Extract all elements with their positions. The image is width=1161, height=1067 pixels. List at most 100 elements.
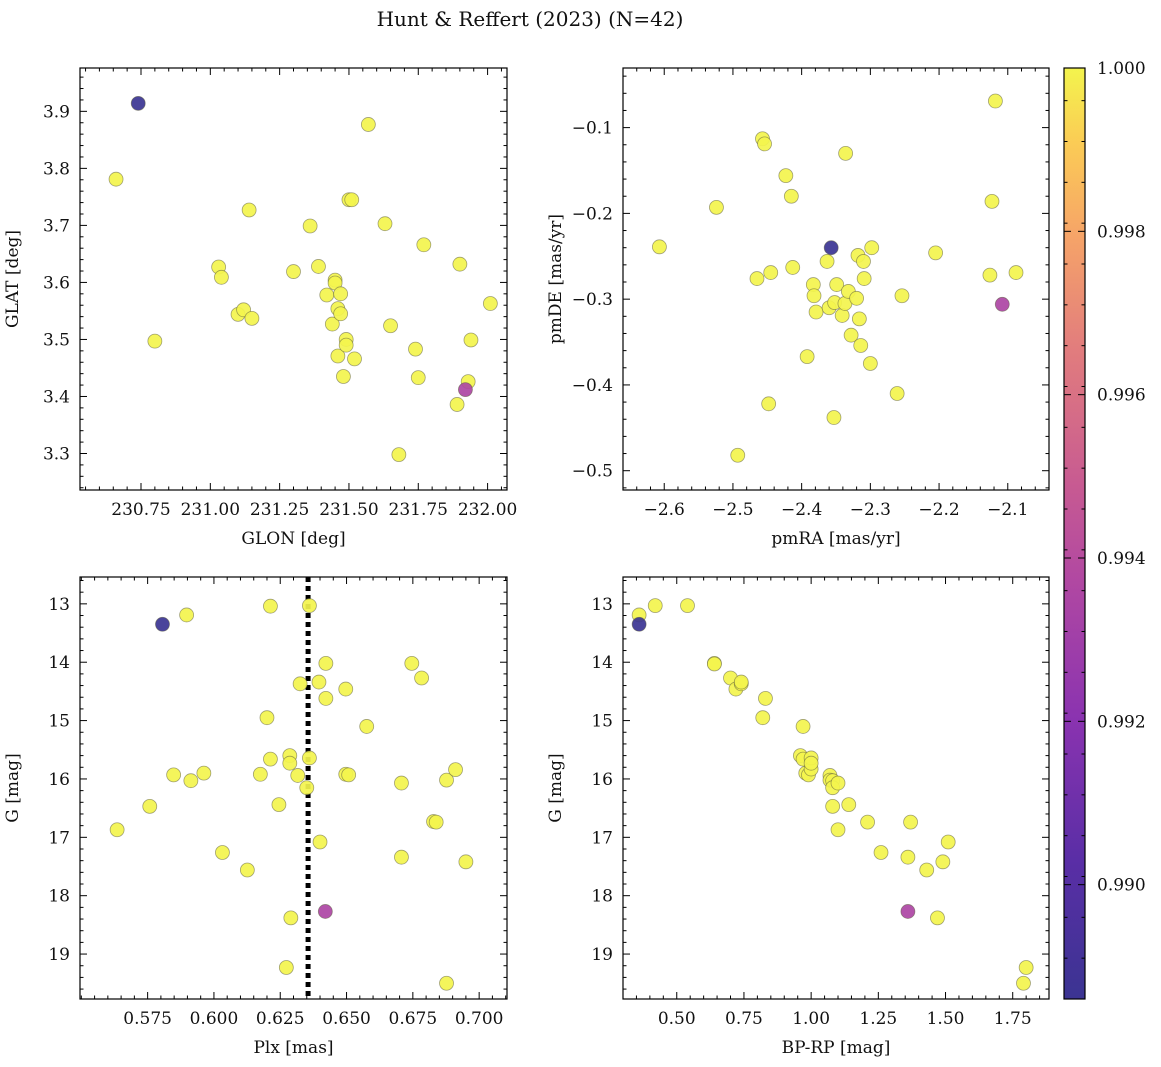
data-point bbox=[873, 845, 889, 860]
data-point bbox=[785, 260, 801, 275]
x-tick-label: 231.00 bbox=[181, 500, 240, 520]
y-tick-label: 17 bbox=[591, 828, 613, 848]
y-tick-label: 16 bbox=[48, 770, 70, 790]
axes-frame bbox=[622, 576, 1050, 1000]
y-axis-label: pmDE [mas/yr] bbox=[546, 214, 566, 344]
data-point bbox=[319, 287, 335, 303]
y-tick-label: 3.9 bbox=[43, 102, 70, 122]
tick-marks bbox=[80, 577, 507, 999]
data-point bbox=[324, 316, 340, 332]
x-tick-label: −2.1 bbox=[987, 500, 1028, 520]
data-point bbox=[333, 306, 349, 322]
x-tick-label: −2.5 bbox=[712, 500, 753, 520]
y-tick-label: 3.3 bbox=[43, 445, 70, 465]
data-point bbox=[318, 691, 334, 706]
x-tick-label: 0.50 bbox=[658, 1009, 696, 1029]
data-point bbox=[984, 193, 1000, 209]
data-point bbox=[823, 240, 839, 256]
y-tick-label: 13 bbox=[591, 595, 613, 615]
x-tick-label: −2.4 bbox=[781, 500, 822, 520]
data-point bbox=[347, 351, 362, 367]
data-point bbox=[930, 910, 945, 926]
data-point bbox=[241, 202, 257, 218]
data-point bbox=[452, 256, 468, 272]
data-point bbox=[302, 750, 317, 766]
data-point bbox=[311, 674, 327, 690]
data-point bbox=[631, 616, 647, 632]
data-point bbox=[860, 814, 875, 830]
y-tick-label: 3.7 bbox=[43, 216, 70, 236]
data-point bbox=[757, 136, 772, 152]
data-point bbox=[239, 862, 255, 878]
data-point bbox=[1018, 960, 1034, 975]
data-point bbox=[283, 910, 299, 926]
data-point bbox=[826, 410, 842, 425]
data-point bbox=[825, 798, 841, 814]
x-tick-label: 1.50 bbox=[927, 1009, 965, 1029]
colorbar-tick-label: 0.990 bbox=[1097, 876, 1146, 896]
colorbar-tick-label: 0.998 bbox=[1097, 222, 1146, 242]
data-point bbox=[994, 296, 1010, 312]
data-point bbox=[404, 655, 420, 671]
data-point bbox=[1008, 265, 1024, 280]
data-point bbox=[344, 192, 360, 208]
data-point bbox=[439, 975, 454, 991]
data-point bbox=[259, 710, 275, 726]
colorbar-tick-label: 0.996 bbox=[1097, 386, 1146, 406]
data-point bbox=[733, 674, 749, 690]
data-point bbox=[252, 766, 268, 782]
data-point bbox=[849, 290, 865, 306]
data-point bbox=[416, 237, 432, 253]
data-point bbox=[783, 188, 799, 204]
y-tick-label: 14 bbox=[591, 653, 613, 673]
colorbar-tick-label: 1.000 bbox=[1097, 59, 1146, 79]
data-point bbox=[652, 239, 667, 255]
data-point bbox=[758, 691, 773, 706]
data-point bbox=[338, 337, 354, 353]
data-point bbox=[214, 269, 229, 285]
y-axis-label: G [mag] bbox=[546, 753, 566, 822]
y-tick-label: 16 bbox=[591, 770, 613, 790]
x-tick-label: 0.650 bbox=[322, 1009, 371, 1029]
data-point bbox=[311, 259, 326, 274]
data-point bbox=[830, 775, 846, 791]
panel-4: 0.50 0.75 1.00 1.25 1.50 1.75 13 14 15 16 17 18 19 BP… bbox=[546, 576, 1050, 1058]
x-tick-label: 1.00 bbox=[792, 1009, 830, 1029]
data-point bbox=[428, 814, 444, 830]
data-point bbox=[680, 598, 695, 614]
data-point bbox=[928, 245, 944, 261]
data-point bbox=[383, 318, 398, 334]
colorbar: 0.990 0.992 0.994 0.996 0.998 1.000 bbox=[1063, 59, 1146, 1000]
y-axis-label: GLAT [deg] bbox=[3, 230, 23, 328]
data-point bbox=[166, 767, 182, 783]
data-point bbox=[341, 767, 357, 783]
data-point bbox=[819, 254, 835, 269]
data-point bbox=[318, 655, 334, 671]
data-point bbox=[856, 271, 872, 286]
panel-2: −2.6 −2.5 −2.4 −2.3 −2.2 −2.1 −0.5 −0.4 −0.3 −0.2… bbox=[546, 67, 1050, 549]
y-tick-label: 17 bbox=[48, 828, 70, 848]
data-point bbox=[408, 341, 423, 357]
data-point bbox=[299, 780, 315, 796]
x-tick-label: −2.3 bbox=[850, 500, 891, 520]
data-point bbox=[940, 834, 956, 850]
data-point bbox=[900, 849, 916, 865]
y-tick-label: 14 bbox=[48, 653, 70, 673]
data-point bbox=[292, 676, 308, 692]
data-point bbox=[755, 710, 771, 726]
data-point bbox=[482, 296, 498, 311]
data-point bbox=[795, 719, 811, 734]
data-point bbox=[862, 356, 878, 371]
x-tick-label: 0.625 bbox=[256, 1009, 305, 1029]
data-point bbox=[147, 333, 163, 349]
data-point bbox=[856, 254, 871, 269]
y-tick-label: 13 bbox=[48, 595, 70, 615]
data-point bbox=[155, 616, 170, 632]
data-point bbox=[799, 349, 815, 365]
data-point bbox=[458, 854, 474, 870]
data-point bbox=[458, 382, 473, 398]
data-point bbox=[919, 862, 935, 878]
data-point bbox=[894, 288, 910, 304]
data-point bbox=[843, 327, 859, 343]
